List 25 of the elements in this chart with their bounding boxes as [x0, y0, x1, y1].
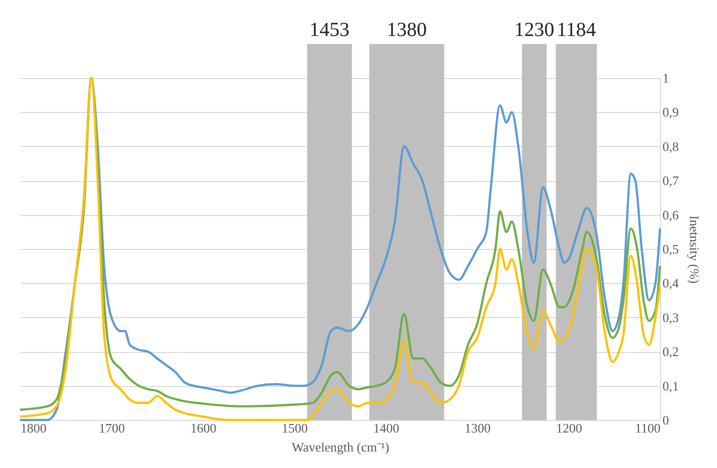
y-tick-label: 0,6 — [662, 207, 680, 222]
x-tick-label: 1100 — [634, 420, 660, 436]
x-tick-label: 1800 — [20, 420, 46, 436]
y-tick-label: 0,5 — [662, 242, 679, 256]
x-tick-label: 1300 — [464, 420, 491, 436]
x-axis-title: Wavelength (cm⁻¹) — [292, 440, 390, 454]
x-tick-label: 1500 — [282, 420, 308, 436]
y-tick-label: 0,8 — [662, 138, 679, 154]
band-label: 1230 — [514, 19, 554, 41]
y-tick-label: 0,7 — [662, 173, 680, 188]
y-tick-label: 0,2 — [662, 344, 679, 360]
band-label: 1184 — [556, 19, 596, 41]
y-tick-label: 0,1 — [662, 378, 679, 394]
y-axis-title: Inetnsity (%) — [686, 215, 702, 284]
x-tick-label: 1600 — [190, 420, 216, 436]
y-tick-label: 0,3 — [662, 310, 679, 325]
y-tick-label: 0 — [662, 412, 669, 428]
x-tick-label: 1400 — [373, 420, 400, 436]
y-tick-label: 0,9 — [662, 104, 679, 120]
y-tick-label: 1 — [662, 70, 669, 86]
x-tick-label: 1700 — [98, 420, 125, 436]
band-label: 1453 — [309, 19, 350, 41]
x-tick-label: 1200 — [556, 420, 582, 436]
band-label: 1380 — [386, 19, 427, 41]
y-tick-label: 0,4 — [662, 276, 680, 291]
